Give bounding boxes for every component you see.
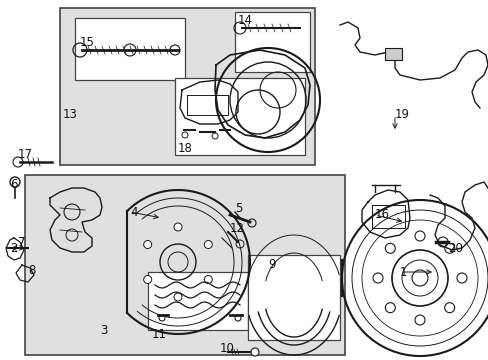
Bar [235, 12, 309, 72]
Text: 7: 7 [18, 235, 25, 248]
Text: 1: 1 [399, 266, 407, 279]
Text: 19: 19 [394, 108, 409, 122]
Circle shape [372, 273, 382, 283]
Text: 15: 15 [80, 36, 95, 49]
Circle shape [444, 303, 454, 313]
Bar [175, 78, 305, 155]
Text: 16: 16 [374, 208, 389, 221]
Text: 5: 5 [235, 202, 242, 215]
Text: 13: 13 [63, 108, 78, 122]
Text: 17: 17 [18, 148, 33, 162]
Text: 3: 3 [100, 324, 107, 337]
Circle shape [204, 240, 212, 248]
Bar [247, 255, 339, 340]
Text: 12: 12 [229, 221, 244, 234]
Text: 10: 10 [220, 342, 234, 355]
Circle shape [250, 348, 259, 356]
Bar [60, 8, 314, 165]
Text: 6: 6 [10, 179, 18, 192]
Text: 14: 14 [238, 13, 252, 27]
Circle shape [143, 240, 151, 248]
Text: 11: 11 [152, 328, 167, 342]
Text: 20: 20 [447, 242, 462, 255]
Circle shape [174, 293, 182, 301]
Circle shape [456, 273, 466, 283]
Text: 8: 8 [28, 264, 35, 276]
Bar [384, 48, 401, 60]
Bar [75, 18, 184, 80]
Bar [25, 175, 345, 355]
Text: 18: 18 [178, 141, 192, 154]
Text: 2: 2 [10, 242, 18, 255]
Text: 9: 9 [267, 258, 275, 271]
Bar [148, 272, 247, 330]
Text: 4: 4 [130, 206, 137, 219]
Circle shape [444, 243, 454, 253]
Circle shape [414, 231, 424, 241]
Circle shape [143, 275, 151, 284]
Circle shape [411, 270, 427, 286]
Circle shape [414, 315, 424, 325]
Circle shape [385, 303, 394, 313]
Circle shape [385, 243, 394, 253]
Circle shape [174, 223, 182, 231]
Circle shape [204, 275, 212, 284]
